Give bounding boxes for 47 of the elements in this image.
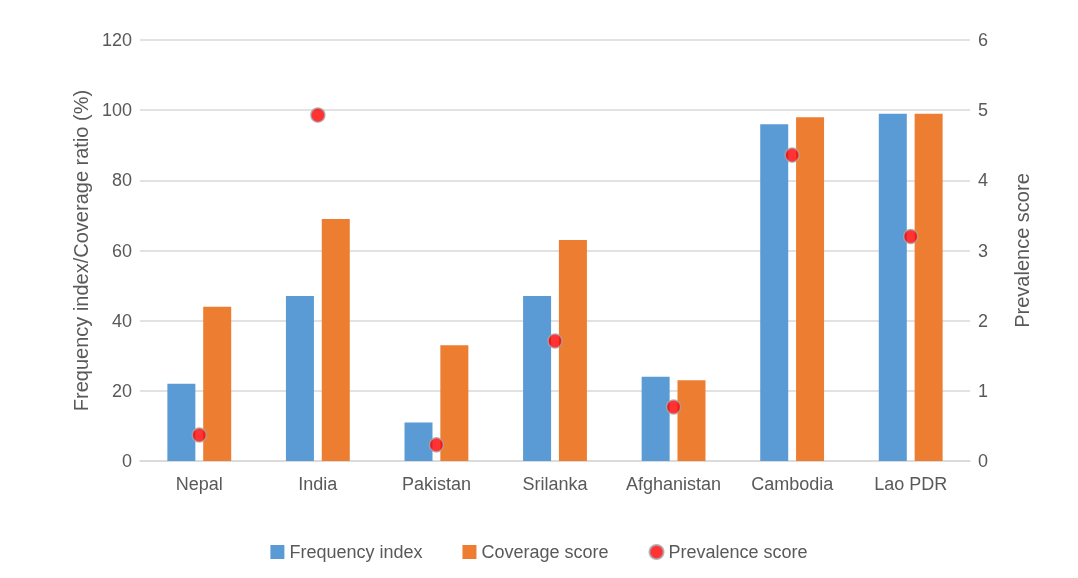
y-tick-label: 0 (121, 451, 132, 471)
point (310, 107, 326, 123)
x-tick-label: Afghanistan (626, 474, 722, 494)
bar (558, 239, 587, 461)
bar (677, 380, 706, 461)
x-tick-label: Lao PDR (874, 474, 948, 494)
bar (914, 113, 943, 461)
point (665, 399, 682, 415)
x-tick-label: Nepal (175, 474, 223, 494)
y-tick-label: 80 (111, 170, 132, 191)
point (547, 333, 563, 349)
legend-label: Frequency index (289, 542, 423, 562)
bar (167, 383, 196, 461)
y2-tick-label: 5 (978, 100, 989, 121)
y-tick-label: 120 (101, 30, 132, 50)
y2-tick-label: 3 (978, 240, 989, 261)
x-tick-label: India (298, 474, 339, 494)
bar (440, 345, 469, 461)
y-tick-label: 20 (111, 380, 132, 401)
bar (641, 376, 670, 461)
y-axis-title: Frequency index/Coverage ratio (%) (70, 89, 93, 412)
bar (404, 422, 433, 461)
bar (285, 296, 314, 461)
x-tick-label: Cambodia (751, 474, 835, 494)
y-tick-label: 100 (101, 100, 132, 121)
bar (321, 218, 350, 461)
bar (796, 117, 825, 461)
bar (523, 296, 552, 461)
legend-label: Coverage score (481, 542, 609, 562)
y2-tick-label: 4 (978, 170, 989, 191)
y-tick-label: 40 (111, 310, 132, 331)
y2-tick-label: 2 (978, 310, 989, 331)
y2-axis-title: Prevalence score (1011, 173, 1033, 328)
y2-tick-label: 1 (978, 380, 989, 401)
x-tick-label: Pakistan (401, 474, 471, 494)
point (191, 427, 208, 443)
bar (760, 124, 789, 461)
point (902, 228, 919, 245)
y2-tick-label: 6 (978, 30, 989, 50)
legend-label: Prevalence score (668, 542, 808, 562)
y2-tick-label: 0 (978, 451, 989, 471)
x-tick-label: Srilanka (522, 474, 589, 494)
point (428, 437, 445, 453)
y-tick-label: 60 (111, 240, 132, 261)
bar (878, 113, 907, 461)
point (784, 147, 800, 163)
bar (203, 306, 232, 461)
